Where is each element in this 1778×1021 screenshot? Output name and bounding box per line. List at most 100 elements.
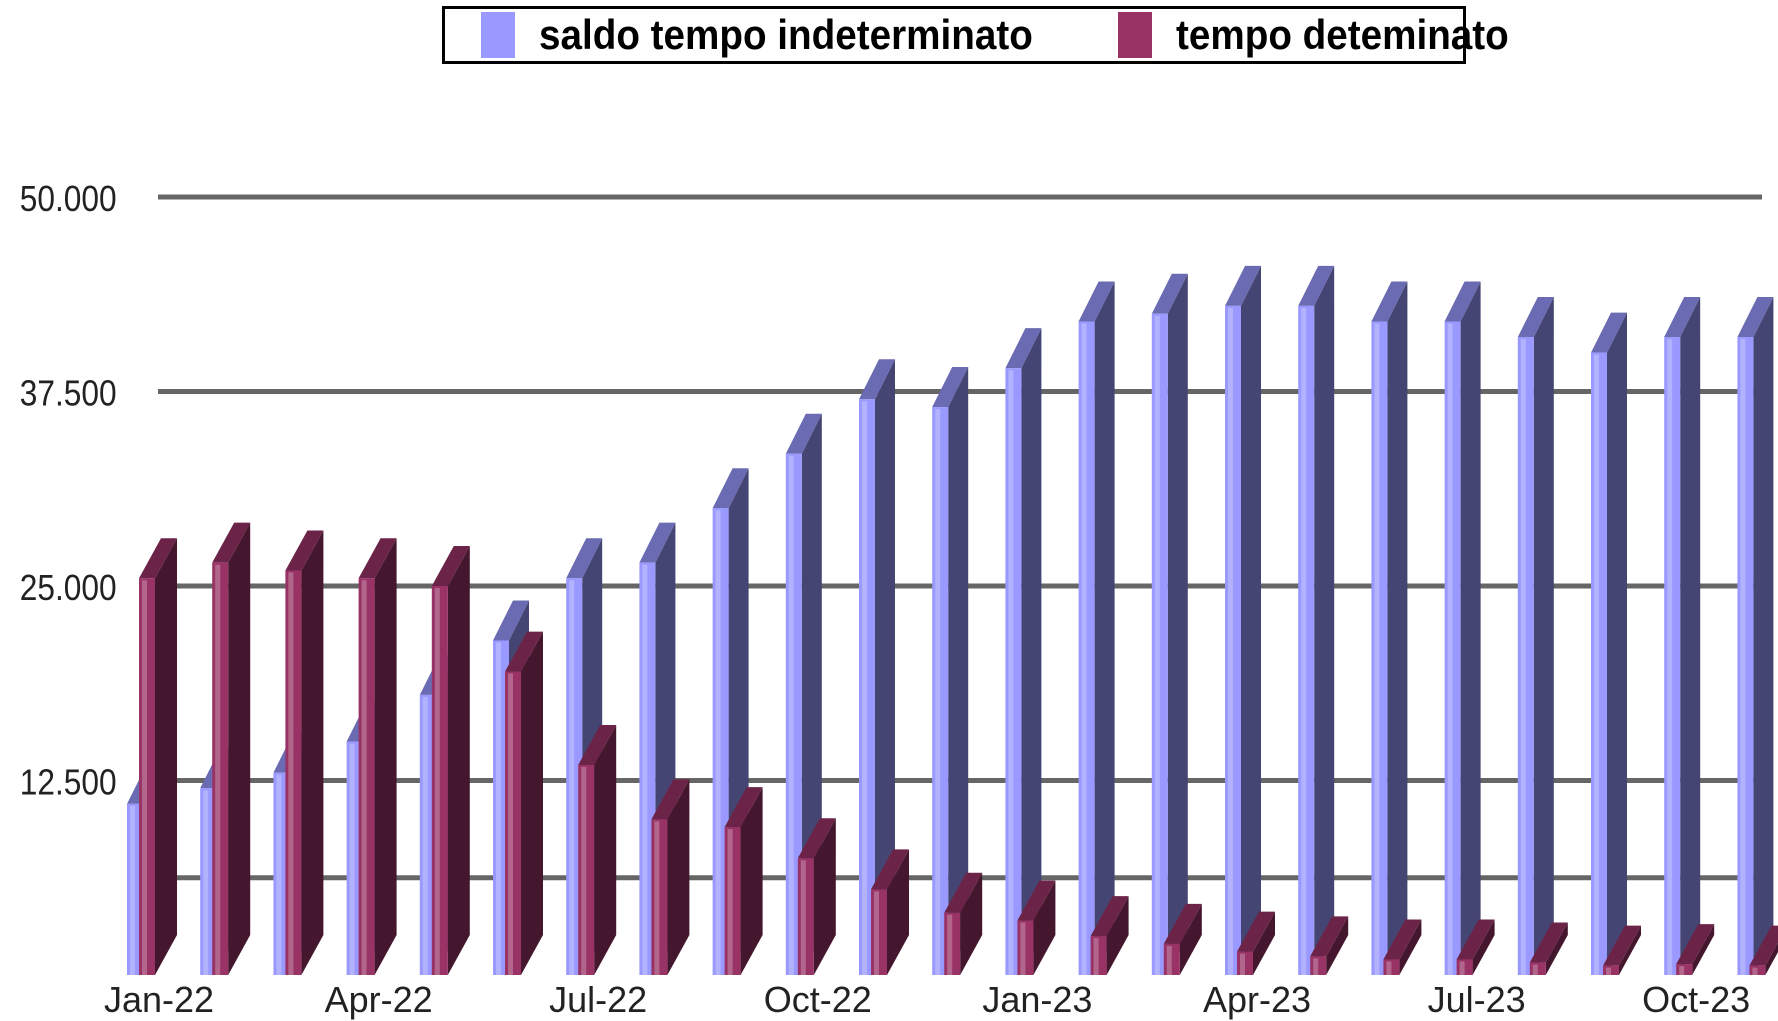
bar-determinato-top <box>1090 896 1129 937</box>
bar-determinato <box>651 779 690 975</box>
bar-indeterminato-side <box>1241 265 1261 975</box>
bar-determinato-front <box>651 819 668 975</box>
bar-indeterminato-front <box>1298 305 1315 975</box>
bar-determinato-side <box>1472 919 1495 975</box>
bar-indeterminato-top <box>932 367 969 408</box>
bar-indeterminato-top <box>712 468 749 509</box>
bar-determinato-shine <box>1020 922 1026 975</box>
bar-determinato-side <box>740 787 763 975</box>
bar-indeterminato-front <box>785 453 802 975</box>
bar-determinato <box>1090 896 1129 975</box>
bar-indeterminato-front <box>1737 337 1754 975</box>
bar-determinato-shine <box>1093 938 1099 975</box>
bar-indeterminato-shine <box>1667 339 1673 975</box>
bar-determinato-front <box>212 562 229 975</box>
bar-indeterminato-top <box>859 359 895 400</box>
bar-indeterminato-shine <box>1228 307 1233 975</box>
bar-indeterminato-side <box>1387 281 1408 976</box>
bar-determinato-side <box>1179 903 1202 975</box>
bar-indeterminato <box>1664 297 1701 975</box>
bar-determinato-front <box>944 912 961 975</box>
bar-determinato-shine <box>508 673 513 975</box>
bar-determinato-side <box>1692 924 1715 975</box>
bar-determinato-top <box>505 631 543 672</box>
bar-determinato-side <box>1106 896 1129 975</box>
bar-determinato-shine <box>1752 967 1758 975</box>
bar-determinato-top <box>1749 925 1778 966</box>
bar-indeterminato-shine <box>1594 354 1599 976</box>
bar-determinato-side <box>1545 922 1568 975</box>
y-axis-ticks: 12.500 25.000 37.500 50.000 <box>20 179 117 803</box>
bar-indeterminato <box>1151 273 1188 975</box>
bar-determinato-front <box>285 570 302 975</box>
bar-determinato-side <box>1033 880 1056 975</box>
bar-indeterminato-side <box>1094 281 1115 976</box>
bar-determinato-side <box>594 724 617 975</box>
bar-determinato-front <box>1456 959 1473 975</box>
bar-determinato-front <box>578 764 595 975</box>
bar-determinato-side <box>1326 916 1349 975</box>
bar-determinato-shine <box>1166 945 1172 975</box>
bar-determinato-top <box>1529 922 1568 963</box>
bar-determinato-shine <box>1459 961 1465 975</box>
bar-indeterminato <box>1371 281 1408 976</box>
bar-indeterminato <box>859 359 895 975</box>
bar-indeterminato-shine <box>569 580 575 975</box>
bar-indeterminato-side <box>1460 281 1481 976</box>
bar-indeterminato-top <box>1078 281 1115 322</box>
bar-indeterminato <box>1298 265 1335 975</box>
bar-determinato <box>431 546 470 975</box>
bar-indeterminato-side <box>1314 265 1335 975</box>
bar-indeterminato-front <box>859 399 875 975</box>
bar-determinato-shine <box>142 580 147 975</box>
bar-determinato-top <box>578 724 617 765</box>
x-tick-label: Oct-22 <box>764 979 872 1020</box>
bar-indeterminato-shine <box>1081 323 1087 976</box>
bar-indeterminato-top <box>1664 297 1701 338</box>
bar-determinato-front <box>505 671 521 975</box>
bar-indeterminato-top <box>1298 265 1335 306</box>
bar-determinato-shine <box>947 914 953 975</box>
bars <box>127 265 1778 976</box>
bar-determinato <box>1310 916 1349 975</box>
bar-determinato-side <box>667 779 690 975</box>
bar-determinato <box>944 872 983 975</box>
legend-item-determinato: tempo deteminato <box>1117 11 1538 59</box>
bar-determinato-front <box>1529 962 1546 975</box>
x-tick-label: Oct-23 <box>1642 979 1750 1020</box>
bar-determinato-shine <box>1240 953 1245 975</box>
x-tick-label: Apr-23 <box>1203 979 1311 1020</box>
bar-determinato <box>1456 919 1495 975</box>
bar-indeterminato-side <box>1607 312 1627 976</box>
bar-determinato-side <box>155 538 177 975</box>
x-tick-label: Jul-22 <box>549 979 647 1020</box>
bar-determinato <box>1383 919 1422 975</box>
x-tick-label: Jan-23 <box>982 979 1092 1020</box>
bar-indeterminato-shine <box>642 564 648 975</box>
bar-indeterminato-top <box>1151 273 1188 314</box>
bar-determinato-front <box>139 578 155 975</box>
bar-determinato-side <box>1619 925 1641 975</box>
bar-determinato-front <box>1310 956 1327 975</box>
bar-determinato-shine <box>361 580 367 975</box>
bar-determinato-front <box>1749 965 1766 975</box>
bar-determinato-front <box>1603 965 1619 975</box>
bar-indeterminato-front <box>1591 352 1607 976</box>
bar-determinato-side <box>521 631 543 975</box>
bar-indeterminato-top <box>1737 297 1774 338</box>
bar-indeterminato-top <box>785 413 822 454</box>
bar-determinato-top <box>1383 919 1422 960</box>
bar-indeterminato-front <box>1664 337 1681 975</box>
bar-determinato <box>1603 925 1641 975</box>
bar-indeterminato-shine <box>935 409 941 975</box>
bar-determinato-top <box>1676 924 1715 965</box>
bar-determinato-front <box>1676 964 1693 975</box>
bar-indeterminato-front <box>1371 321 1388 976</box>
bar-indeterminato-shine <box>862 401 867 975</box>
y-tick-label: 12.500 <box>20 763 117 803</box>
legend-swatch-indeterminato <box>481 12 515 58</box>
bar-indeterminato-shine <box>349 743 355 975</box>
bar-determinato-shine <box>1679 966 1685 975</box>
x-tick-label: Jul-23 <box>1428 979 1526 1020</box>
